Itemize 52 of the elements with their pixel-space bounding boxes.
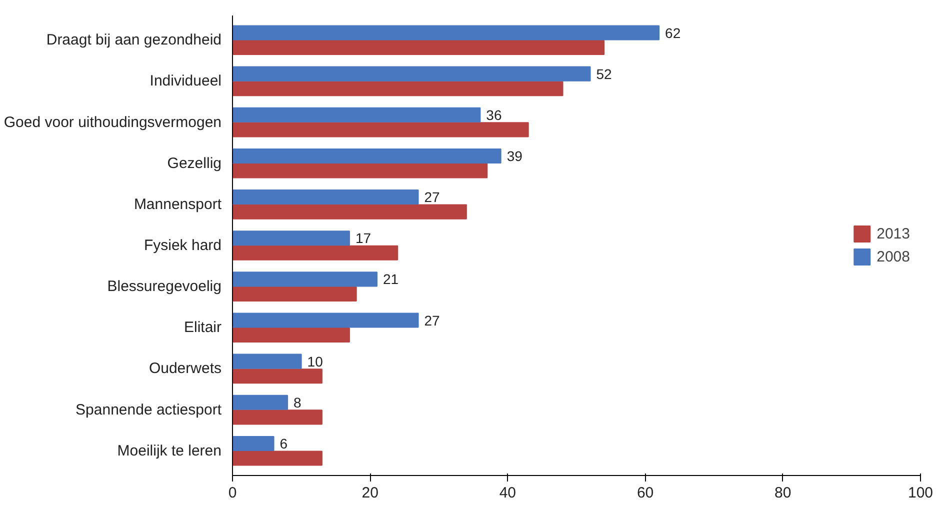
y-tick-label: Fysiek hard <box>144 237 222 254</box>
data-label: 27 <box>424 312 440 328</box>
bar <box>232 410 322 425</box>
bar <box>232 312 419 328</box>
y-tick-label: Goed voor uithoudingsvermogen <box>4 114 222 131</box>
x-tick-label: 0 <box>228 484 237 502</box>
data-label: 6 <box>280 435 288 452</box>
data-label: 10 <box>307 353 324 370</box>
bar <box>232 230 350 246</box>
data-label: 36 <box>486 106 502 123</box>
data-label: 52 <box>596 66 612 82</box>
bar <box>232 190 419 205</box>
bar <box>232 368 322 384</box>
y-tick-label: Blessuregevoelig <box>107 278 222 296</box>
y-tick-label: Elitair <box>184 319 222 336</box>
data-label: 27 <box>424 189 440 206</box>
y-tick-label: Spannende actiesport <box>76 401 222 418</box>
bar <box>232 66 591 82</box>
x-tick-label: 20 <box>362 484 378 502</box>
data-label: 62 <box>665 24 681 41</box>
bar <box>232 436 274 451</box>
y-tick-label: Moeilijk te leren <box>117 442 222 460</box>
bar <box>232 394 288 410</box>
bar <box>232 245 398 260</box>
bar <box>232 25 660 40</box>
x-tick-label: 60 <box>636 484 654 502</box>
data-label: 21 <box>382 271 399 288</box>
bar <box>232 107 481 122</box>
bar <box>232 204 467 220</box>
bar <box>232 450 322 466</box>
bar <box>232 286 357 302</box>
bar <box>232 163 488 178</box>
data-label: 8 <box>294 394 302 410</box>
legend-label: 2008 <box>876 248 910 265</box>
y-tick-label: Individueel <box>150 72 222 90</box>
x-tick-label: 100 <box>908 484 934 502</box>
bar <box>232 328 350 343</box>
bar <box>232 40 605 56</box>
bar <box>232 354 302 369</box>
x-tick-label: 40 <box>499 484 516 502</box>
data-label: 39 <box>506 148 523 164</box>
y-tick-label: Draagt bij aan gezondheid <box>46 32 222 49</box>
legend-label: 2013 <box>876 225 910 242</box>
bar <box>232 122 529 138</box>
data-label: 17 <box>355 230 372 246</box>
y-tick-label: Gezellig <box>167 154 222 172</box>
bar <box>232 148 502 164</box>
x-tick-label: 80 <box>774 484 792 502</box>
bar <box>232 272 378 287</box>
y-tick-label: Ouderwets <box>148 360 222 378</box>
y-tick-label: Mannensport <box>134 196 222 213</box>
bar <box>232 81 564 96</box>
